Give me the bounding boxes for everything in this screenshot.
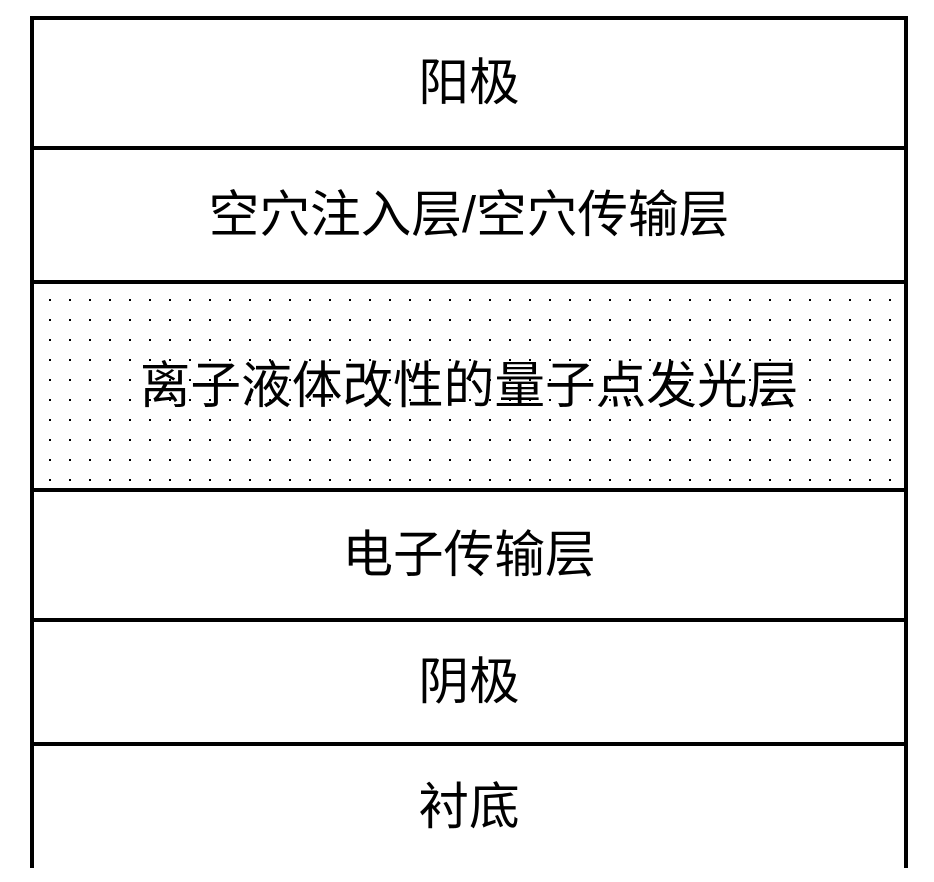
layer-anode: 阳极 bbox=[34, 20, 904, 146]
layer-electron-transport: 电子传输层 bbox=[34, 488, 904, 618]
layer-quantum-dot-emission: 离子液体改性的量子点发光层 bbox=[34, 280, 904, 488]
layer-cathode: 阴极 bbox=[34, 618, 904, 742]
layer-label: 空穴注入层/空穴传输层 bbox=[209, 187, 730, 243]
layer-stack-diagram: 阳极 空穴注入层/空穴传输层 离子液体改性的量子点发光层 电子传输层 阴极 衬底 bbox=[30, 16, 908, 868]
layer-hole-injection-transport: 空穴注入层/空穴传输层 bbox=[34, 146, 904, 280]
layer-label: 衬底 bbox=[418, 779, 519, 835]
layer-label: 阴极 bbox=[418, 654, 519, 710]
layer-label: 离子液体改性的量子点发光层 bbox=[140, 358, 799, 414]
layer-label: 电子传输层 bbox=[342, 527, 595, 583]
layer-substrate: 衬底 bbox=[34, 742, 904, 868]
layer-label: 阳极 bbox=[418, 55, 519, 111]
